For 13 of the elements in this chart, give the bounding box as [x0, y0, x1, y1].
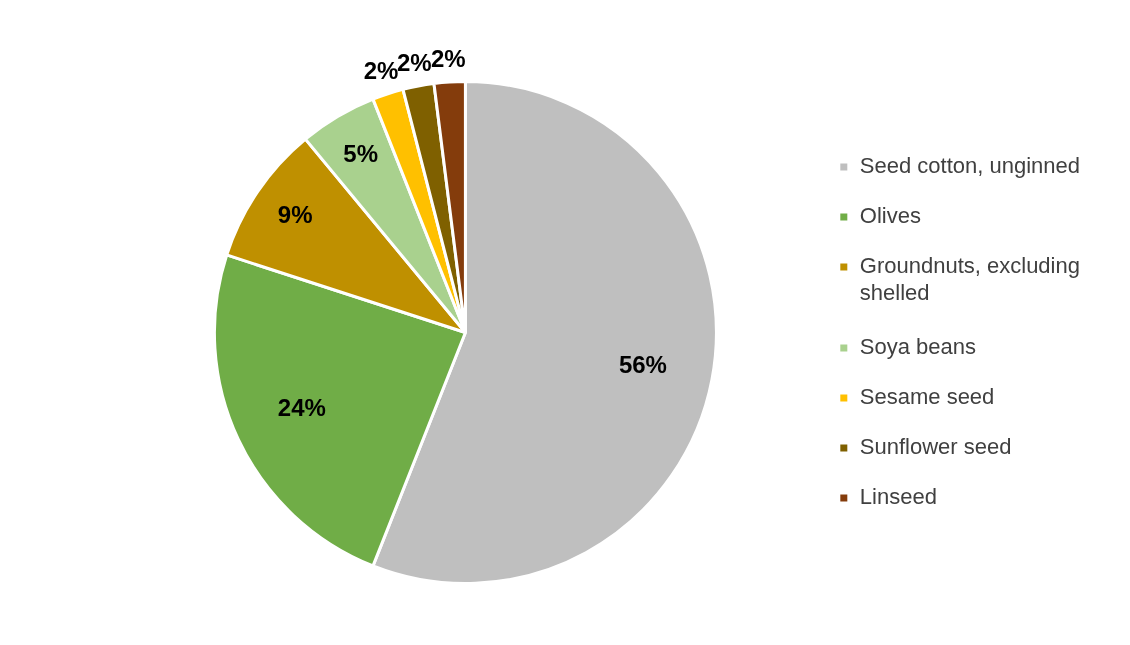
legend-label: Linseed — [859, 483, 937, 509]
legend-label: Seed cotton, unginned — [859, 153, 1080, 179]
legend-label: Soya beans — [859, 333, 977, 359]
legend-label: Sunflower seed — [859, 433, 1012, 459]
data-label: 2% — [363, 57, 399, 85]
legend-label: Groundnuts, excluding shelled — [859, 253, 1080, 305]
legend-label: Sesame seed — [859, 383, 995, 409]
data-label: 56% — [618, 350, 667, 378]
legend-label: Olives — [859, 203, 921, 229]
data-label: 5% — [343, 139, 378, 167]
data-label: 24% — [277, 394, 326, 422]
data-label: 2% — [430, 44, 466, 72]
data-label: 9% — [277, 201, 313, 229]
